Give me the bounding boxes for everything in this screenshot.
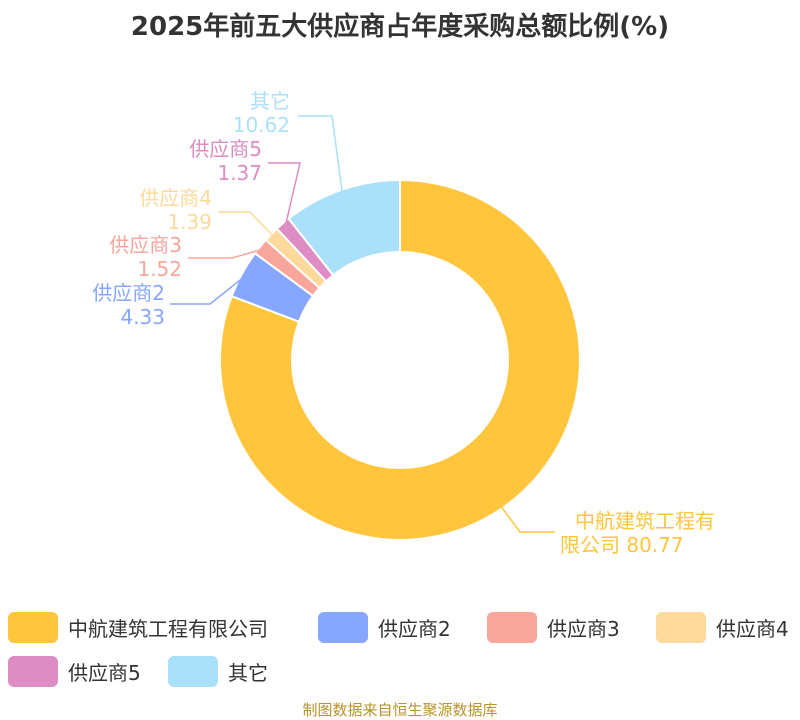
legend-label: 其它	[228, 660, 268, 685]
legend-swatch	[487, 611, 537, 643]
legend-label: 供应商4	[716, 616, 789, 641]
legend-item-3[interactable]: 供应商3	[487, 610, 620, 644]
legend-item-1[interactable]: 中航建筑工程有限公司	[8, 610, 268, 644]
slice-label-5: 供应商5	[189, 137, 262, 161]
legend-swatch	[8, 655, 58, 687]
slice-label-2: 供应商2	[92, 281, 165, 305]
legend-item-4[interactable]: 供应商4	[656, 610, 789, 644]
legend-swatch	[8, 611, 58, 643]
slice-value-2: 4.33	[120, 305, 165, 329]
legend-swatch	[318, 611, 368, 643]
slice-value-4: 1.39	[167, 210, 212, 234]
leader-line-1	[499, 504, 555, 533]
slice-1	[219, 178, 581, 541]
leader-line-6	[298, 115, 344, 194]
legend-label: 供应商3	[547, 616, 620, 641]
legend-label: 中航建筑工程有限公司	[68, 616, 268, 641]
legend-item-2[interactable]: 供应商2	[318, 610, 451, 644]
legend-item-5[interactable]: 供应商5	[8, 654, 141, 688]
legend-label: 供应商5	[68, 660, 141, 685]
slice-label-4: 供应商4	[139, 186, 212, 210]
slice-label-1: 中航建筑工程有	[575, 509, 715, 533]
slice-label-3: 供应商3	[109, 233, 182, 257]
slice-6	[287, 178, 401, 277]
legend: 中航建筑工程有限公司 供应商2 供应商3 供应商4 供应商5 其它	[0, 606, 800, 696]
slice-value-5: 1.37	[217, 161, 262, 185]
legend-swatch	[656, 611, 706, 643]
slice-value-1: 限公司 80.77	[560, 533, 684, 557]
source-note: 制图数据来自恒生聚源数据库	[302, 701, 498, 719]
slice-label-6: 其它	[250, 89, 290, 113]
leader-line-3	[188, 248, 264, 259]
leader-line-2	[170, 275, 246, 305]
legend-item-6[interactable]: 其它	[168, 654, 268, 688]
chart-title: 2025年前五大供应商占年度采购总额比例(%)	[130, 12, 670, 42]
legend-swatch	[168, 655, 218, 687]
leader-line-4	[218, 211, 275, 238]
legend-label: 供应商2	[378, 616, 451, 641]
slice-value-6: 10.62	[233, 113, 290, 137]
slice-value-3: 1.52	[137, 257, 182, 281]
leader-line-5	[268, 162, 301, 227]
